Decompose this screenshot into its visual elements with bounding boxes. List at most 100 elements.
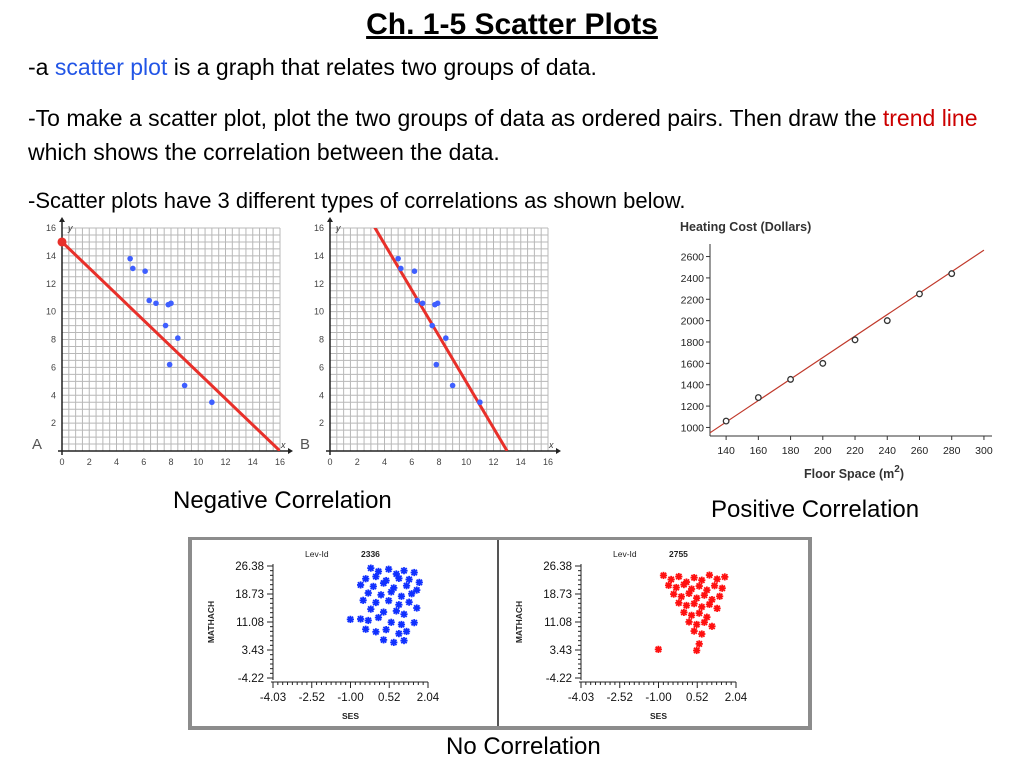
x-tick-label: 4 (382, 457, 387, 467)
x-tick-label: 14 (248, 457, 258, 467)
no-correlation-panel: Lev-Id 2336 -4.22 3.43 11.08 18.73 26.38 -4.03 -… (188, 537, 812, 730)
definition-prefix: -a (28, 54, 55, 80)
y-axis-arrow (59, 217, 65, 222)
data-point (356, 615, 365, 623)
asterisk-stroke (660, 572, 667, 579)
asterisk-stroke (695, 582, 703, 590)
data-point (705, 600, 714, 608)
asterisk-stroke (672, 584, 680, 591)
data-point (690, 574, 698, 582)
asterisk-stroke (395, 575, 403, 582)
data-point (700, 591, 708, 599)
y-tick-label: 2600 (681, 252, 705, 264)
data-point (722, 417, 730, 425)
asterisk-stroke (713, 605, 721, 612)
asterisk-stroke (385, 597, 393, 605)
chart-title: Heating Cost (Dollars) (680, 220, 811, 234)
asterisk-stroke (675, 599, 683, 607)
asterisk-stroke (387, 618, 395, 626)
asterisk-stroke (395, 630, 403, 637)
data-point (379, 608, 388, 616)
instructions-text: -To make a scatter plot, plot the two gr… (28, 105, 883, 131)
data-point (449, 382, 456, 389)
data-point (382, 626, 390, 634)
data-point (377, 591, 385, 599)
asterisk-stroke (413, 604, 421, 612)
asterisk-stroke (398, 592, 405, 600)
asterisk-stroke (700, 591, 708, 599)
data-point (710, 582, 719, 590)
asterisk-stroke (698, 576, 706, 584)
panel-label: B (300, 436, 310, 453)
asterisk-stroke (400, 610, 408, 618)
data-point (398, 265, 404, 272)
x-tick-label: -1.00 (645, 692, 671, 704)
y-tick-label: 10 (46, 307, 56, 317)
asterisk-stroke (359, 596, 367, 604)
x-tick-label: 10 (193, 457, 203, 467)
y-tick-label: 10 (314, 307, 324, 317)
correlation-types-paragraph: -Scatter plots have 3 different types of… (28, 188, 686, 213)
y-tick-label: 6 (51, 362, 56, 372)
asterisk-stroke (713, 575, 721, 583)
asterisk-stroke (372, 599, 380, 606)
y-tick-label: 2200 (681, 294, 705, 306)
y-tick-label: 2000 (681, 316, 705, 328)
y-axis-label: MATHACH (514, 601, 524, 643)
data-point (819, 359, 827, 367)
data-point (402, 582, 411, 590)
y-tick-label: 14 (46, 251, 56, 261)
x-axis-label: SES (650, 711, 667, 721)
trend-line (62, 240, 280, 451)
x-tick-label: 260 (911, 445, 929, 457)
panel-background (192, 540, 808, 726)
asterisk-stroke (680, 581, 688, 588)
y-tick-label: 1400 (681, 380, 705, 392)
asterisk-stroke (685, 618, 693, 626)
data-point (721, 573, 729, 581)
asterisk-stroke (403, 628, 410, 635)
data-point (695, 582, 703, 590)
data-point (362, 575, 370, 583)
asterisk-stroke (403, 582, 410, 590)
data-point (385, 597, 393, 605)
y-tick-label: 12 (314, 279, 324, 289)
x-tick-label: -2.52 (607, 692, 633, 704)
asterisk-stroke (405, 576, 413, 583)
y-tick-label: 18.73 (543, 589, 572, 601)
asterisk-stroke (392, 607, 400, 615)
data-point (372, 598, 380, 607)
data-point (698, 630, 706, 638)
asterisk-stroke (670, 590, 678, 598)
data-point (162, 322, 169, 329)
data-point (787, 375, 795, 383)
x-tick-label: 2.04 (417, 692, 440, 704)
x-tick-label: 16 (543, 457, 553, 467)
y-tick-label: 8 (319, 335, 324, 345)
x-tick-label: 6 (141, 457, 146, 467)
data-point (413, 604, 421, 612)
definition-text: is a graph that relates two groups of da… (167, 54, 597, 80)
x-axis-label-text: Floor Space (m (804, 467, 894, 481)
x-tick-label: 2.04 (725, 692, 748, 704)
x-tick-label: 0 (59, 457, 64, 467)
data-point (713, 604, 721, 612)
data-point (400, 610, 408, 618)
negative-correlation-graph-a: y x 0 2 4 6 8 10 12 14 16 2 4 6 8 10 12 14 16 A (32, 217, 297, 480)
no-correlation-subplot: Lev-Id 2336 -4.22 3.43 11.08 18.73 26.38 -4.03 -… (206, 549, 440, 721)
asterisk-stroke (688, 612, 695, 619)
data-point (685, 589, 693, 597)
data-point (695, 640, 703, 648)
asterisk-stroke (698, 630, 706, 638)
asterisk-stroke (711, 582, 718, 590)
data-point (209, 399, 215, 406)
x-tick-label: 2 (87, 457, 92, 467)
data-point (677, 593, 685, 601)
asterisk-stroke (655, 646, 662, 653)
trend-line (373, 228, 509, 451)
x-tick-label: 6 (409, 457, 414, 467)
asterisk-stroke (706, 571, 713, 579)
y-tick-label: 2 (319, 418, 324, 428)
asterisk-stroke (347, 616, 354, 623)
definition-paragraph: -a scatter plot is a graph that relates … (28, 50, 1008, 84)
